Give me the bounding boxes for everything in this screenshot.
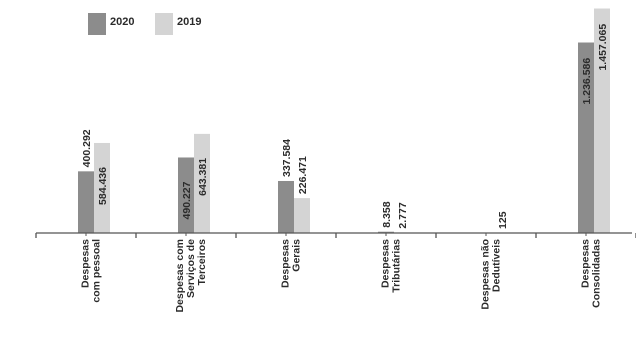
category-labels-group: Despesascom pessoal Despesas comServiços … (80, 239, 603, 313)
legend-label-2019: 2019 (177, 16, 201, 28)
data-label-2019: 226.471 (297, 156, 309, 194)
bar-2020 (178, 157, 194, 233)
legend-swatch-2020 (88, 13, 106, 35)
bars-group (78, 8, 610, 233)
category-label: Despesas nãoDedutíveis (480, 239, 503, 310)
data-label-2019: 584.436 (97, 167, 109, 205)
category-label: Despesascom pessoal (80, 239, 103, 303)
data-label-2019: 1.457.065 (597, 24, 609, 71)
data-label-2020: 1.236.586 (581, 58, 593, 105)
data-label-2020: 490.227 (181, 181, 193, 219)
data-label-2019: 2.777 (397, 202, 409, 228)
category-label: DespesasConsolidadas (580, 239, 603, 308)
bar-2019 (594, 8, 610, 233)
bar-2020 (578, 42, 594, 233)
category-label: DespesasGerais (280, 239, 303, 288)
data-label-2020: 337.584 (281, 139, 293, 177)
value-labels-group: 400.292 584.436 490.227 643.381 337.584 226.4… (81, 24, 609, 229)
data-label-2019: 643.381 (197, 158, 209, 196)
category-label: Despesas comServiços deTerceiros (174, 239, 208, 313)
bar-2019 (294, 198, 310, 233)
bar-2020 (278, 180, 294, 233)
bar-2019 (194, 133, 210, 233)
bar-2020 (78, 171, 94, 233)
bar-2019 (94, 142, 110, 233)
chart-legend: 2020 2019 (88, 13, 201, 35)
legend-swatch-2019 (155, 13, 173, 35)
data-label-2019: 125 (497, 211, 509, 229)
data-label-2020: 400.292 (81, 129, 93, 167)
data-label-2020: 8.358 (381, 201, 393, 227)
x-axis (35, 232, 636, 238)
category-label: DespesasTributárias (380, 239, 403, 293)
legend-label-2020: 2020 (110, 16, 134, 28)
